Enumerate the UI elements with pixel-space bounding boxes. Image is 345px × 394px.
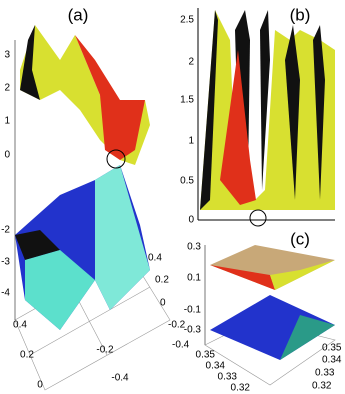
tick-label: -0.4 [111, 373, 129, 384]
tick-label: 0.32 [312, 381, 332, 392]
tick-label: 0 [160, 298, 166, 309]
tick-label: -0.2 [96, 345, 114, 356]
tick-label: 0.32 [231, 383, 251, 394]
tick-label: 2 [188, 57, 194, 68]
tick-label: 0.5 [180, 176, 194, 187]
tick-label: 2 [4, 83, 10, 94]
tick-label: 0 [4, 150, 10, 161]
tick-label: 0.4 [148, 253, 162, 264]
tick-label: 0.2 [20, 350, 34, 361]
tick-label: -0.2 [168, 320, 186, 331]
tick-label: 3 [4, 50, 10, 61]
tick-label: -0.3 [184, 325, 202, 336]
surface-c [210, 245, 335, 360]
tick-label: 0.3 [187, 242, 201, 253]
tick-label: 0.2 [155, 275, 169, 286]
tick-label: 0.33 [315, 368, 335, 379]
panel-label: (c) [290, 229, 310, 248]
tick-label: 0 [37, 380, 43, 391]
panel-label: (a) [68, 5, 89, 24]
tick-label: -2 [1, 225, 10, 236]
surface-b [200, 10, 335, 210]
tick-label: -4 [1, 288, 10, 299]
tick-label: -0.4 [172, 340, 190, 351]
tick-label: 0.35 [322, 343, 342, 354]
circle-marker [106, 149, 126, 169]
panel-label: (b) [290, 5, 311, 24]
tick-label: 0.4 [13, 320, 27, 331]
tick-label: 1 [4, 116, 10, 127]
circle-marker [249, 209, 267, 227]
tick-label: 0.34 [322, 355, 342, 366]
tick-label: 0.1 [187, 273, 201, 284]
tick-label: -0.1 [184, 305, 202, 316]
surface-a [15, 25, 150, 330]
tick-label: 1 [188, 136, 194, 147]
tick-label: 2.5 [180, 15, 194, 26]
tick-label: 0.35 [196, 350, 216, 361]
tick-label: 0.33 [218, 372, 238, 383]
tick-label: -3 [1, 257, 10, 268]
tick-label: 0.34 [206, 361, 226, 372]
tick-label: 1.5 [180, 95, 194, 106]
tick-label: 0 [188, 215, 194, 226]
